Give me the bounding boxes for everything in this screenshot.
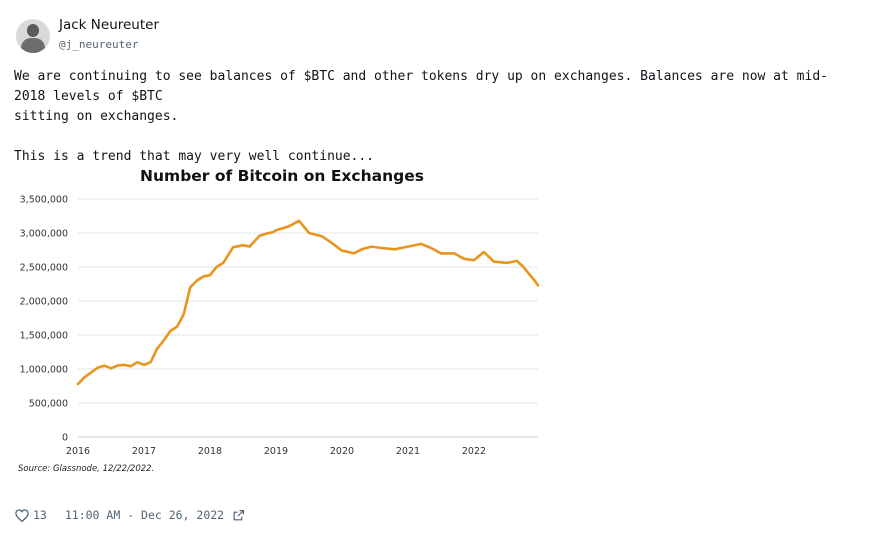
avatar-body-shape: [21, 38, 45, 53]
x-tick-label: 2017: [132, 446, 156, 457]
chart-svg: Number of Bitcoin on Exchanges 0 500,000 1,…: [18, 167, 540, 474]
x-tick-label: 2019: [264, 446, 288, 457]
chart-image: Number of Bitcoin on Exchanges 0 500,000 1,…: [14, 158, 554, 478]
y-tick-label: 1,500,000: [20, 331, 68, 342]
y-tick-label: 2,000,000: [20, 297, 68, 308]
y-tick-label: 500,000: [29, 399, 68, 410]
series-line-bitcoin-on-exchanges: [76, 219, 540, 386]
author-names: Jack Neureuter @j_neureuter: [59, 16, 159, 53]
tweet-text: We are continuing to see balances of $BT…: [14, 69, 828, 164]
timestamp[interactable]: 11:00 AM - Dec 26, 2022: [64, 508, 225, 522]
heart-icon[interactable]: [15, 508, 29, 522]
x-tick-label: 2018: [198, 446, 222, 457]
like-count: 13: [33, 508, 47, 522]
y-tick-label: 0: [62, 433, 68, 444]
author-name[interactable]: Jack Neureuter: [59, 17, 160, 33]
author-handle[interactable]: @j_neureuter: [59, 38, 139, 51]
chart-title: Number of Bitcoin on Exchanges: [140, 167, 424, 185]
chart-source: Source: Glassnode, 12/22/2022.: [18, 464, 154, 474]
y-tick-label: 2,500,000: [20, 263, 68, 274]
x-tick-label: 2016: [66, 446, 90, 457]
x-tick-label: 2021: [396, 446, 420, 457]
tweet-header: Jack Neureuter @j_neureuter: [16, 16, 159, 53]
x-tick-label: 2022: [462, 446, 486, 457]
y-tick-label: 3,000,000: [20, 229, 68, 240]
tweet-footer: 13 11:00 AM - Dec 26, 2022: [15, 508, 245, 522]
external-link-icon[interactable]: [232, 509, 245, 522]
y-tick-label: 1,000,000: [20, 365, 68, 376]
y-tick-label: 3,500,000: [20, 195, 68, 206]
x-tick-label: 2020: [330, 446, 354, 457]
avatar[interactable]: [16, 19, 50, 53]
avatar-head-shape: [27, 24, 39, 37]
